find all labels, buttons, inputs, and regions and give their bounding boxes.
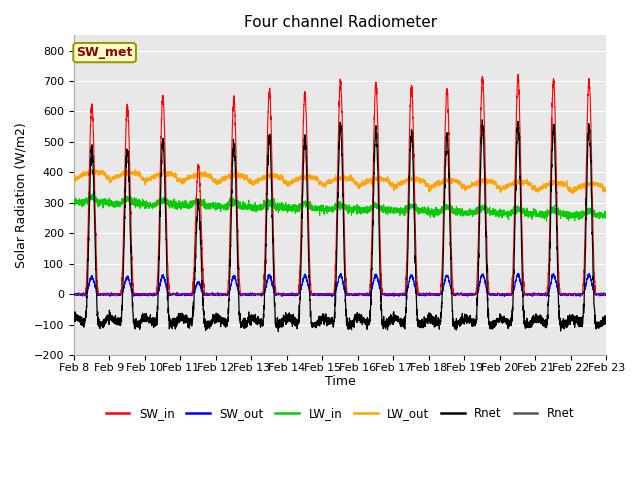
Text: SW_met: SW_met <box>76 46 133 59</box>
Y-axis label: Solar Radiation (W/m2): Solar Radiation (W/m2) <box>15 122 28 268</box>
X-axis label: Time: Time <box>324 375 355 388</box>
Legend: SW_in, SW_out, LW_in, LW_out, Rnet, Rnet: SW_in, SW_out, LW_in, LW_out, Rnet, Rnet <box>101 402 579 425</box>
Title: Four channel Radiometer: Four channel Radiometer <box>243 15 436 30</box>
